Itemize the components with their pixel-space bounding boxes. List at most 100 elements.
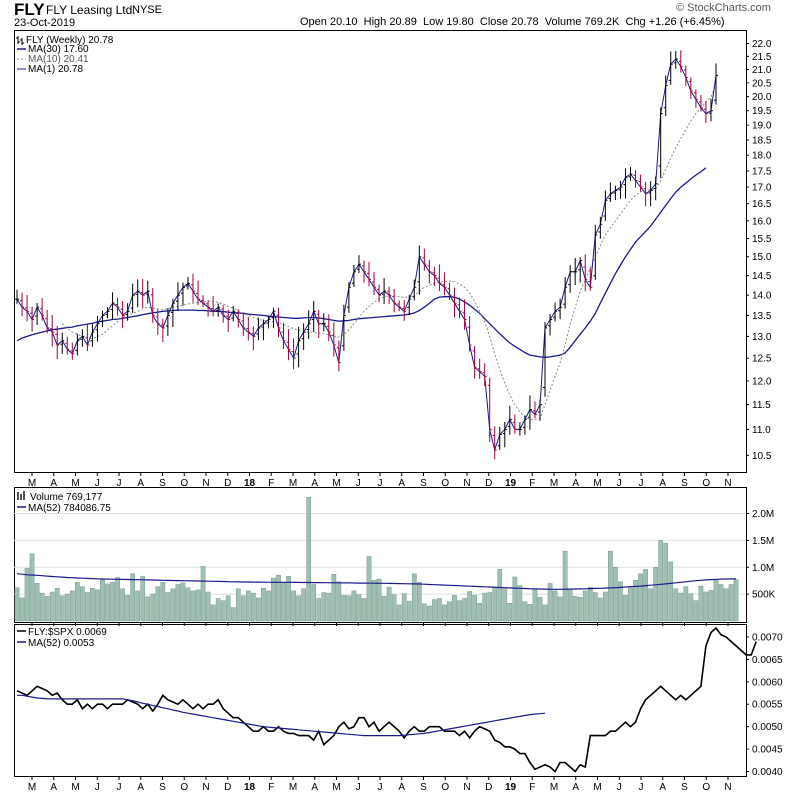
ratio-xtick-label: A [311, 782, 318, 793]
ohlc-bar [180, 282, 185, 306]
volume-bar [703, 591, 709, 622]
ohlc-bar [256, 317, 261, 341]
ratio-xtick-label: M [71, 782, 79, 793]
ohlc-bar [527, 395, 532, 430]
price-xtick-label: A [137, 478, 144, 489]
ratio-xtick-label: A [398, 782, 405, 793]
volume-bar [658, 540, 664, 622]
ratio-xtick-label: J [617, 782, 622, 793]
volume-bar [311, 584, 317, 622]
ohlc-bar [407, 294, 412, 316]
volume-bar [401, 593, 407, 622]
ohlc-bar [698, 95, 703, 112]
volume-bar [245, 590, 251, 622]
ohlc-bar [45, 309, 50, 334]
volume-bar [572, 596, 578, 622]
ohlc-bar [598, 216, 603, 239]
ratio-xtick-label: S [159, 782, 166, 793]
ohlc-bar [432, 266, 437, 287]
price-xtick-label: M [550, 478, 558, 489]
price-xtick-label: O [702, 478, 710, 489]
ohlc-bar [688, 77, 693, 99]
ohlc-bar [296, 326, 301, 368]
volume-bar [467, 591, 472, 622]
price-panel-frame [14, 30, 747, 473]
open-value: 20.10 [329, 16, 358, 28]
volume-bar [487, 592, 493, 622]
ohlc-bar [447, 282, 452, 301]
price-ytick-label: 17.5 [752, 166, 772, 177]
ohlc-bar-icon [16, 36, 24, 45]
volume-bar [90, 588, 95, 622]
volume-bar [673, 588, 679, 622]
volume-bar [286, 576, 291, 622]
volume-legend-swatch-3 [23, 491, 25, 500]
price-ytick-label: 20.5 [752, 78, 772, 89]
ohlc-bar [115, 297, 120, 316]
volume-bar [457, 600, 462, 622]
price-xtick-label: A [659, 478, 666, 489]
volume-bar [472, 595, 477, 622]
ohlc-bar [35, 303, 40, 325]
change-value: +1.26 (+6.45%) [648, 16, 725, 28]
price-ytick-label: 19.0 [752, 121, 772, 132]
ohlc-bar [221, 305, 226, 323]
volume-bar [75, 582, 80, 622]
ohlc-bar [517, 422, 522, 436]
ohlc-bar [558, 298, 563, 320]
volume-bar [396, 604, 402, 622]
ohlc-bar [286, 329, 291, 361]
volume-bar [44, 596, 50, 622]
price-ytick-label: 15.0 [752, 252, 772, 263]
volume-bar [567, 588, 573, 622]
ratio-line [16, 626, 757, 773]
volume-bar [698, 585, 704, 622]
price-ytick-label: 12.0 [752, 376, 772, 387]
ratio-xtick-label: O [702, 782, 710, 793]
ma1-legend-label: MA(1) 20.78 [28, 64, 83, 75]
ohlc-bar [311, 300, 316, 333]
volume-bar [59, 595, 65, 622]
volume-bar [105, 583, 110, 622]
ohlc-bar [573, 257, 578, 286]
volume-bar [376, 578, 382, 622]
ohlc-bar [512, 414, 517, 434]
price-xtick-label: J [356, 478, 361, 489]
ratio-legend-label: FLY:$SPX 0.0069 [28, 627, 107, 638]
ratio-legend: FLY:$SPX 0.0069 MA(52) 0.0053 [17, 627, 107, 649]
volume-bar [261, 588, 266, 622]
price-xtick-label: S [681, 478, 688, 489]
volume-bar [582, 590, 588, 622]
ohlc-bar [321, 313, 326, 332]
price-xtick-label: M [28, 478, 36, 489]
ohlc-bar [20, 292, 25, 317]
ohlc-bar [15, 289, 19, 304]
price-xtick-label: S [420, 478, 427, 489]
ohlc-bar [588, 268, 593, 291]
ratio-xtick-label: M [550, 782, 558, 793]
ratio-xtick-label: F [529, 782, 535, 793]
price-xtick-label: J [95, 478, 100, 489]
ohlc-bar [613, 185, 618, 201]
volume-bar [416, 582, 422, 622]
ratio-xtick-label: N [724, 782, 731, 793]
ohlc-bar [361, 260, 366, 283]
volume-bar [95, 589, 100, 622]
ohlc-bar [196, 280, 201, 306]
ohlc-bar [648, 181, 653, 207]
volume-bar [633, 579, 638, 622]
volume-bar [713, 579, 719, 622]
ohlc-bar [693, 89, 698, 108]
volume-bar [230, 607, 236, 622]
volume-bar [14, 587, 20, 622]
price-ytick-label: 18.0 [752, 151, 772, 162]
ohlc-bar [417, 245, 422, 295]
volume-bar [80, 586, 85, 622]
ohlc-bar [708, 98, 713, 122]
ohlc-bar [422, 248, 427, 271]
ohlc-bar [497, 426, 502, 451]
ohlc-bar [643, 181, 648, 207]
ohlc-bar [105, 306, 110, 319]
ratio-xtick-label: N [463, 782, 470, 793]
